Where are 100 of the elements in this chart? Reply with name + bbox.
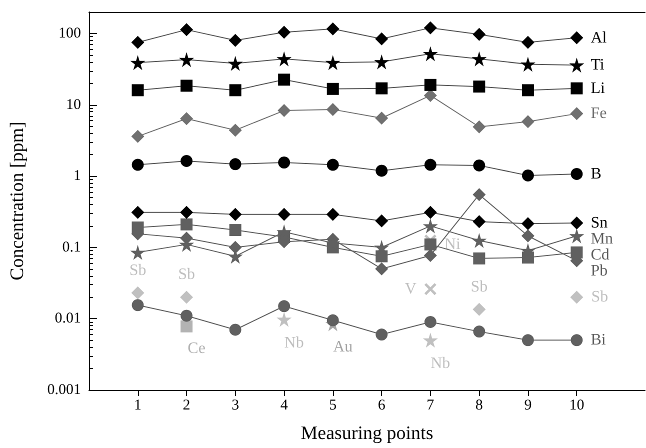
point [570,31,584,44]
x-tick-label: 4 [280,398,288,414]
x-tick-label: 8 [475,398,483,414]
point [228,240,242,254]
point [180,23,194,36]
series-label: Ce [188,340,206,357]
point [570,168,583,180]
x-tick-label: 9 [524,398,532,414]
point [472,302,486,316]
point [375,112,388,125]
point [521,217,534,230]
x-axis-title: Measuring points [300,423,434,444]
point [325,55,340,70]
point [376,82,388,94]
point [521,229,534,242]
x-tick-label: 6 [378,398,386,414]
y-tick-label: 0.01 [54,310,81,327]
point [276,51,292,66]
point [229,324,242,336]
point [131,206,144,219]
point [424,88,437,102]
series-label: Sn [590,214,608,232]
point [375,214,388,228]
point [180,154,193,167]
point [570,107,584,120]
point [278,26,291,39]
point [130,55,146,70]
series-label: Au [333,338,353,356]
point [473,159,486,172]
y-tick-label: 0.001 [47,382,81,398]
point [570,334,583,346]
series-label: V [404,280,417,298]
point [569,58,584,73]
point [229,158,242,170]
point [326,208,340,221]
point [179,52,194,68]
point [228,56,243,71]
x-tick-label: 1 [134,398,142,414]
point [522,84,534,96]
x-tick-label: 3 [232,398,240,414]
series-label: Bi [590,332,606,349]
point [326,314,339,326]
point [375,32,388,46]
point [326,82,339,95]
point [375,262,388,276]
point [130,244,146,260]
y-tick-label: 0.1 [62,239,81,256]
point [570,246,583,258]
point [473,80,486,93]
text: Sb [178,266,195,284]
point [180,290,194,304]
point [424,78,436,91]
point [472,188,486,202]
series-label: Al [590,29,608,46]
point [132,299,144,312]
point [131,130,144,143]
point [180,206,194,219]
point [472,120,486,134]
text: Sb [129,262,146,279]
point [424,21,437,34]
point [472,232,487,248]
point [472,215,486,228]
point [228,34,242,47]
point [472,51,487,66]
point [132,84,144,96]
series-label: Ti [590,56,605,74]
point [132,158,144,171]
point [424,238,436,250]
series-label: Mn [590,230,613,248]
series-label: B [590,165,602,182]
point [229,84,242,96]
point [180,112,194,126]
text: Sb [470,278,488,296]
point [521,36,534,49]
point [278,156,290,169]
point [229,224,242,236]
point [522,169,534,182]
point [520,56,536,72]
series-label: Ni [444,236,461,253]
point [569,228,584,244]
series-label: Li [590,80,606,97]
point [326,22,340,36]
series-label: Fe [590,105,607,122]
point [522,334,534,346]
point [473,326,486,338]
point [424,158,436,171]
point [180,310,193,322]
point [424,283,436,296]
point [376,164,388,177]
point [228,208,242,221]
point [570,290,584,304]
point [374,54,390,70]
y-tick-label: 100 [58,25,81,42]
point [422,46,438,62]
series-label: Sb [591,288,608,306]
point [570,82,583,94]
text: Nb [430,355,450,372]
y-axis-title: Concentration [ppm] [7,122,28,280]
x-tick-label: 7 [426,398,435,414]
point [180,320,193,332]
